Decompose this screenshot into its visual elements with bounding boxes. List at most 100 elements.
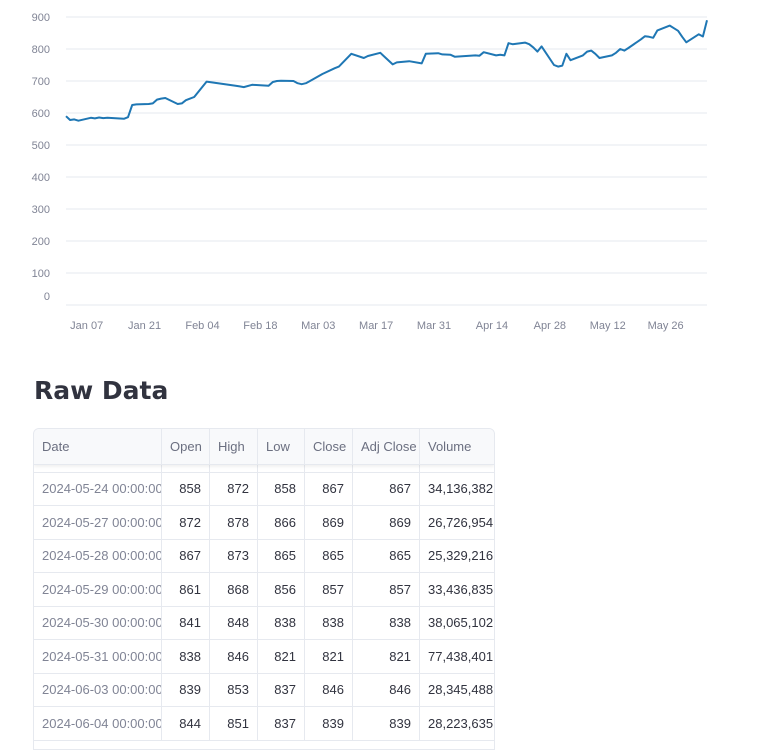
table-row[interactable]: 2024-06-03 00:00:00 839 853 837 846 846 28,345… <box>34 673 494 707</box>
x-tick-label: Apr 28 <box>534 320 566 332</box>
x-tick-label: May 26 <box>648 320 684 332</box>
table-row[interactable]: 2024-06-04 00:00:00 844 851 837 839 839 28,223… <box>34 706 494 741</box>
cell-low[interactable]: 866 <box>258 505 305 539</box>
cell-adj-close[interactable]: 867 <box>353 472 420 505</box>
cell-volume[interactable]: 77,438,401 <box>428 648 494 664</box>
cell-close[interactable]: 838 <box>305 606 353 639</box>
cell-open[interactable]: 872 <box>162 505 210 539</box>
y-gridlines <box>66 16 707 274</box>
x-tick-label: Mar 31 <box>417 320 451 332</box>
x-tick-label: May 12 <box>590 320 626 332</box>
y-axis-ticks: 0 100 200 300 400 500 600 700 800 900 <box>32 12 50 303</box>
cell-low[interactable]: 837 <box>258 673 305 706</box>
y-tick-label: 400 <box>32 172 50 184</box>
x-tick-label: Mar 17 <box>359 320 393 332</box>
table-row[interactable]: 2024-05-30 00:00:00 841 848 838 838 838 38,065… <box>34 606 494 640</box>
cell-close[interactable]: 846 <box>305 673 353 706</box>
cell-low[interactable]: 856 <box>258 572 305 606</box>
cell-adj-close[interactable]: 857 <box>353 572 420 606</box>
cell-date[interactable]: 2024-05-24 00:00:00 <box>34 472 162 505</box>
cell-close[interactable]: 867 <box>305 472 353 505</box>
cell-volume[interactable]: 26,726,954 <box>428 514 494 530</box>
cell-volume[interactable]: 38,065,102 <box>428 615 494 630</box>
cell-high[interactable]: 873 <box>210 539 258 572</box>
cell-open[interactable]: 839 <box>162 673 210 706</box>
cell-date[interactable]: 2024-05-27 00:00:00 <box>34 505 162 539</box>
cell-adj-close[interactable]: 846 <box>353 673 420 706</box>
raw-data-heading: Raw Data <box>34 376 169 405</box>
cell-high[interactable]: 868 <box>210 572 258 606</box>
y-tick-label: 300 <box>32 204 50 216</box>
cell-low[interactable]: 821 <box>258 639 305 673</box>
cell-open[interactable]: 858 <box>162 472 210 505</box>
header-close[interactable]: Close <box>305 429 353 464</box>
y-tick-label: 500 <box>32 140 50 152</box>
header-date[interactable]: Date <box>34 429 162 464</box>
cell-high[interactable]: 848 <box>210 606 258 639</box>
x-tick-label: Jan 21 <box>128 320 161 332</box>
close-price-line[interactable] <box>65 19 708 122</box>
cell-low[interactable]: 865 <box>258 539 305 572</box>
cell-open[interactable]: 867 <box>162 539 210 572</box>
x-axis-ticks: Jan 07 Jan 21 Feb 04 Feb 18 Mar 03 Mar 17 Mar … <box>70 320 684 332</box>
cell-high[interactable]: 878 <box>210 505 258 539</box>
cell-adj-close[interactable]: 821 <box>353 639 420 673</box>
y-tick-label: 600 <box>32 108 50 120</box>
table-row[interactable]: 2024-05-29 00:00:00 861 868 856 857 857 33,436… <box>34 572 494 607</box>
cell-date[interactable]: 2024-05-30 00:00:00 <box>34 606 162 639</box>
y-tick-label: 100 <box>32 268 50 280</box>
cell-high[interactable]: 853 <box>210 673 258 706</box>
table-row[interactable]: 2024-05-28 00:00:00 867 873 865 865 865 25,329… <box>34 539 494 573</box>
y-tick-label: 900 <box>32 12 50 24</box>
table-header: Date Open High Low Close Adj Close Volum… <box>34 429 494 465</box>
header-adj-close[interactable]: Adj Close <box>353 429 420 464</box>
table-row[interactable]: 2024-05-27 00:00:00 872 878 866 869 869 26,726… <box>34 505 494 540</box>
raw-data-table[interactable]: Date Open High Low Close Adj Close Volum… <box>33 428 495 750</box>
x-tick-label: Mar 03 <box>301 320 335 332</box>
cell-high[interactable]: 872 <box>210 472 258 505</box>
cell-date[interactable]: 2024-06-03 00:00:00 <box>34 673 162 706</box>
cell-volume[interactable]: 33,436,835 <box>428 581 494 597</box>
cell-high[interactable]: 846 <box>210 639 258 673</box>
cell-open[interactable]: 844 <box>162 706 210 740</box>
header-low[interactable]: Low <box>258 429 305 464</box>
cell-adj-close[interactable]: 838 <box>353 606 420 639</box>
cell-date[interactable]: 2024-06-04 00:00:00 <box>34 706 162 740</box>
x-tick-label: Feb 04 <box>185 320 219 332</box>
cell-close[interactable]: 821 <box>305 639 353 673</box>
y-tick-label: 800 <box>32 44 50 56</box>
cell-low[interactable]: 858 <box>258 472 305 505</box>
y-tick-label: 200 <box>32 236 50 248</box>
table-row[interactable]: 2024-05-31 00:00:00 838 846 821 821 821 77,438… <box>34 639 494 674</box>
y-tick-label: 0 <box>44 291 50 303</box>
cell-volume[interactable]: 28,345,488 <box>428 682 494 697</box>
cell-close[interactable]: 839 <box>305 706 353 740</box>
price-line-chart[interactable]: 0 100 200 300 400 500 600 700 800 900 Jan 07 Jan 2… <box>0 0 780 345</box>
cell-date[interactable]: 2024-05-28 00:00:00 <box>34 539 162 572</box>
cell-adj-close[interactable]: 865 <box>353 539 420 572</box>
cell-open[interactable]: 841 <box>162 606 210 639</box>
header-high[interactable]: High <box>210 429 258 464</box>
cell-close[interactable]: 865 <box>305 539 353 572</box>
cell-volume[interactable]: 25,329,216 <box>428 548 494 563</box>
cell-low[interactable]: 837 <box>258 706 305 740</box>
cell-volume[interactable]: 34,136,382 <box>428 481 494 496</box>
cell-close[interactable]: 869 <box>305 505 353 539</box>
cell-adj-close[interactable]: 839 <box>353 706 420 740</box>
x-tick-label: Apr 14 <box>476 320 508 332</box>
cell-volume[interactable]: 28,223,635 <box>428 715 494 731</box>
header-volume[interactable]: Volume <box>428 439 472 454</box>
table-row[interactable]: 2024-05-24 00:00:00 858 872 858 867 867 34,136… <box>34 472 494 506</box>
cell-open[interactable]: 861 <box>162 572 210 606</box>
x-tick-label: Feb 18 <box>243 320 277 332</box>
cell-open[interactable]: 838 <box>162 639 210 673</box>
x-tick-label: Jan 07 <box>70 320 103 332</box>
cell-date[interactable]: 2024-05-29 00:00:00 <box>34 572 162 606</box>
header-open[interactable]: Open <box>162 429 210 464</box>
cell-adj-close[interactable]: 869 <box>353 505 420 539</box>
cell-high[interactable]: 851 <box>210 706 258 740</box>
y-tick-label: 700 <box>32 76 50 88</box>
cell-date[interactable]: 2024-05-31 00:00:00 <box>34 639 162 673</box>
cell-low[interactable]: 838 <box>258 606 305 639</box>
cell-close[interactable]: 857 <box>305 572 353 606</box>
